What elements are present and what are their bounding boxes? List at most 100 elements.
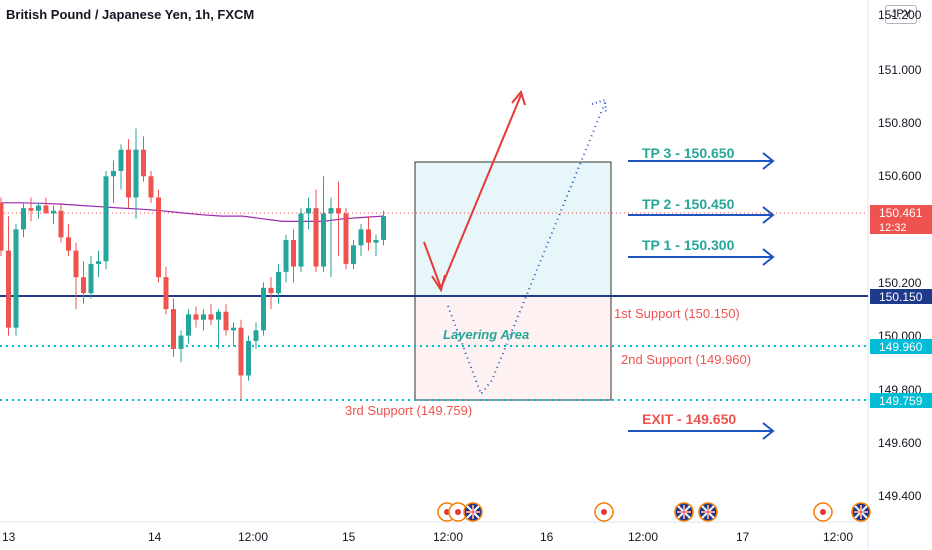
candle-up: [111, 170, 116, 177]
time-tick: 16: [540, 530, 554, 544]
candle-up: [36, 205, 41, 211]
price-tick: 149.600: [878, 436, 922, 450]
candle-up: [231, 327, 236, 331]
event-icons: [437, 502, 871, 522]
uk-flag-icon[interactable]: [851, 502, 871, 522]
candles: [0, 128, 386, 400]
event-red-icon[interactable]: [594, 502, 614, 522]
tp2-label: TP 2 - 150.450: [642, 196, 735, 212]
support1-label: 1st Support (150.150): [614, 306, 740, 321]
candle-down: [291, 240, 296, 267]
current-price-countdown: 12:32: [879, 222, 907, 234]
price-tick: 149.400: [878, 489, 922, 503]
candle-up: [328, 208, 334, 214]
candle-up: [306, 208, 311, 214]
event-red-icon[interactable]: [448, 502, 468, 522]
support3-price-label: 149.759: [870, 393, 932, 408]
price-tick: 150.800: [878, 116, 922, 130]
candle-up: [373, 240, 379, 243]
price-tick: 151.000: [878, 63, 922, 77]
price-tick: 150.200: [878, 276, 922, 290]
candle-down: [366, 229, 371, 243]
candle-down: [343, 213, 349, 264]
candle-up: [96, 261, 101, 264]
candle-up: [21, 208, 26, 230]
support2-price-label: 149.960: [870, 339, 932, 354]
price-tick: 151.200: [878, 8, 922, 22]
layering-label: Layering Area: [443, 327, 529, 342]
support2-label: 2nd Support (149.960): [621, 352, 751, 367]
candle-down: [81, 277, 86, 294]
moving-average-line: [1, 202, 384, 222]
time-tick: 12:00: [433, 530, 463, 544]
uk-flag-icon[interactable]: [463, 502, 483, 522]
uk-flag-icon[interactable]: [674, 502, 694, 522]
candle-down: [73, 250, 79, 278]
candle-down: [336, 208, 341, 214]
candle-up: [351, 245, 356, 264]
candle-down: [238, 327, 244, 376]
candle-down: [163, 277, 169, 310]
red-arrowhead-down: [431, 274, 446, 293]
candle-down: [156, 197, 161, 278]
tp1-label: TP 1 - 150.300: [642, 237, 735, 253]
time-tick: 14: [148, 530, 162, 544]
time-tick: 12:00: [823, 530, 853, 544]
time-tick: 12:00: [628, 530, 658, 544]
layering-zone: [414, 295, 612, 401]
candle-up: [13, 229, 19, 328]
support3-price-value: 149.759: [879, 394, 923, 408]
time-tick: 17: [736, 530, 750, 544]
candle-down: [43, 205, 49, 214]
candle-down: [6, 250, 11, 328]
candle-down: [193, 314, 199, 320]
candle-up: [246, 340, 251, 376]
candle-down: [66, 237, 71, 251]
time-axis: 13 14 12:00 15 12:00 16 12:00 17 12:00: [2, 530, 853, 544]
price-axis: 151.200 151.000 150.800 150.600 150.200 …: [878, 8, 922, 503]
candle-up: [133, 149, 139, 198]
candle-up: [88, 263, 94, 294]
candle-up: [358, 229, 364, 246]
support2-price-value: 149.960: [879, 340, 923, 354]
candle-up: [283, 240, 289, 272]
candle-up: [216, 311, 221, 320]
candle-up: [276, 271, 281, 294]
support1-price-value: 150.150: [879, 290, 923, 304]
candle-down: [126, 149, 131, 198]
candle-down: [268, 287, 274, 294]
red-arrowhead-up: [511, 89, 526, 106]
candle-down: [208, 314, 214, 320]
exit-label: EXIT - 149.650: [642, 411, 736, 427]
candle-up: [51, 210, 56, 214]
exit-arrow: [628, 422, 775, 440]
candle-down: [28, 208, 34, 211]
tp3-label: TP 3 - 150.650: [642, 145, 735, 161]
tp3-arrow: [628, 152, 775, 170]
currency-badge[interactable]: JPY: [885, 5, 917, 24]
candle-up: [178, 335, 184, 349]
chart-title: British Pound / Japanese Yen, 1h, FXCM: [6, 7, 255, 22]
candle-up: [381, 216, 386, 240]
candle-up: [186, 314, 191, 336]
candle-down: [141, 149, 146, 177]
time-tick: 12:00: [238, 530, 268, 544]
candle-up: [103, 176, 109, 262]
candle-up: [201, 314, 206, 320]
support3-label: 3rd Support (149.759): [345, 403, 472, 418]
blue-arrowhead: [591, 98, 607, 114]
tp2-arrow: [628, 206, 775, 224]
candle-up: [253, 330, 259, 341]
tp1-arrow: [628, 248, 775, 266]
candle-down: [58, 210, 64, 238]
candle-down: [313, 208, 319, 267]
candle-down: [0, 202, 4, 251]
candle-up: [261, 287, 266, 331]
candle-down: [171, 309, 176, 349]
uk-flag-icon[interactable]: [698, 502, 718, 522]
candle-up: [118, 149, 124, 171]
event-red-icon[interactable]: [813, 502, 833, 522]
price-tick: 150.600: [878, 169, 922, 183]
candle-down: [148, 176, 154, 198]
